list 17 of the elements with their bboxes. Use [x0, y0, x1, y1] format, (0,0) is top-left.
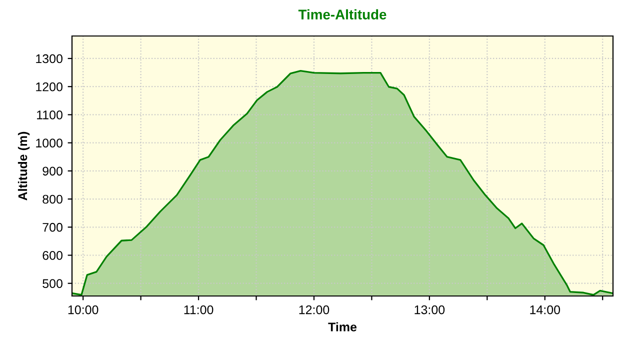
y-tick-label: 1300	[36, 54, 62, 64]
y-tick-label: 1000	[36, 138, 62, 148]
x-tick-label: 11:00	[184, 305, 214, 314]
x-tick-label: 12:00	[299, 305, 330, 314]
y-tick-label: 700	[42, 222, 62, 232]
x-tick-label: 10:00	[68, 305, 98, 314]
x-tick-label: 14:00	[530, 305, 560, 314]
y-tick-label: 1200	[36, 82, 62, 92]
y-axis-title: Altitude (m)	[18, 132, 30, 200]
y-tick-label: 800	[42, 194, 62, 204]
chart-title: Time-Altitude	[298, 9, 386, 20]
x-axis-title: Time	[328, 322, 357, 332]
y-tick-label: 900	[42, 166, 62, 176]
y-tick-label: 500	[42, 279, 62, 288]
x-tick-label: 13:00	[414, 305, 445, 314]
y-tick-label: 600	[42, 251, 62, 260]
y-tick-label: 1100	[37, 110, 62, 120]
